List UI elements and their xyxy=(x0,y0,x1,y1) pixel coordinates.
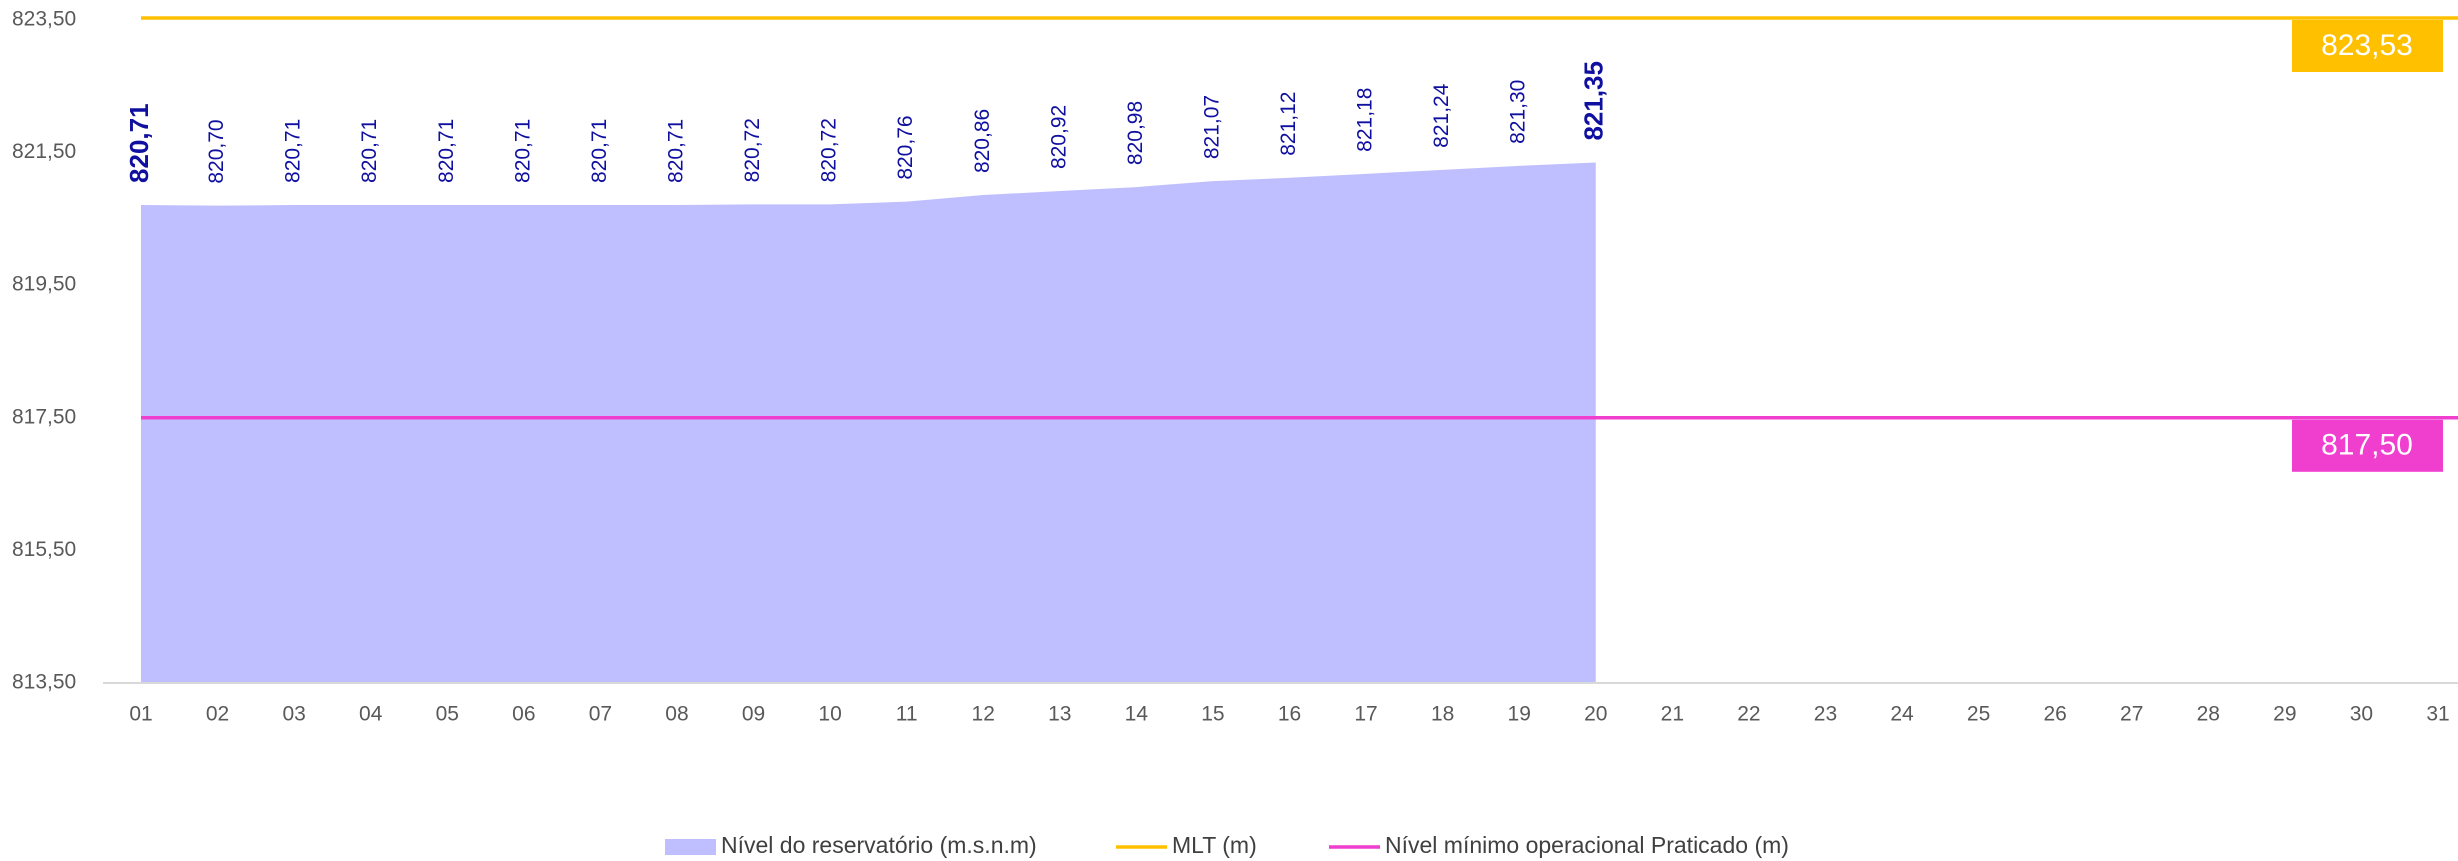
x-tick-label: 04 xyxy=(359,703,383,726)
area xyxy=(141,162,1596,684)
x-tick-label: 12 xyxy=(972,703,995,726)
x-tick-label: 30 xyxy=(2350,703,2373,726)
x-tick-label: 07 xyxy=(589,703,612,726)
x-tick-label: 21 xyxy=(1661,703,1684,726)
x-tick-label: 01 xyxy=(129,703,152,726)
y-tick-label: 815,50 xyxy=(12,538,76,561)
x-tick-label: 26 xyxy=(2043,703,2066,726)
y-tick-label: 821,50 xyxy=(12,140,76,163)
y-tick-label: 813,50 xyxy=(12,671,76,694)
value-label: 821,30 xyxy=(1507,80,1530,144)
value-label: 820,72 xyxy=(741,118,764,182)
value-label: 821,07 xyxy=(1200,95,1223,159)
x-tick-label: 29 xyxy=(2273,703,2296,726)
end-label-box xyxy=(2292,419,2443,472)
end-label: 823,53 xyxy=(2321,29,2413,62)
x-tick-label: 05 xyxy=(436,703,459,726)
x-tick-label: 13 xyxy=(1048,703,1071,726)
y-tick-label: 817,50 xyxy=(12,405,76,428)
x-tick-label: 02 xyxy=(206,703,229,726)
value-label: 820,86 xyxy=(971,109,994,173)
end-label-box xyxy=(2292,20,2443,73)
value-label: 820,71 xyxy=(435,119,458,183)
x-tick-label: 09 xyxy=(742,703,765,726)
x-tick-label: 28 xyxy=(2197,703,2220,726)
value-label: 820,71 xyxy=(665,119,688,183)
value-label: 820,71 xyxy=(358,119,381,183)
x-tick-label: 03 xyxy=(282,703,305,726)
value-label: 821,18 xyxy=(1354,88,1377,152)
x-tick-label: 17 xyxy=(1354,703,1377,726)
legend-label: Nível do reservatório (m.s.n.m) xyxy=(721,832,1037,858)
value-label: 820,92 xyxy=(1047,105,1070,169)
value-label: 820,98 xyxy=(1124,101,1147,165)
x-tick-label: 31 xyxy=(2426,703,2449,726)
legend-label: Nível mínimo operacional Praticado (m) xyxy=(1385,832,1789,858)
x-tick-label: 15 xyxy=(1201,703,1224,726)
x-tick-label: 08 xyxy=(665,703,688,726)
x-tick-label: 22 xyxy=(1737,703,1760,726)
x-tick-label: 19 xyxy=(1508,703,1531,726)
value-label: 820,76 xyxy=(894,115,917,179)
value-label: 820,72 xyxy=(818,118,841,182)
x-tick-label: 24 xyxy=(1890,703,1914,726)
x-tick-label: 25 xyxy=(1967,703,1990,726)
y-tick-label: 819,50 xyxy=(12,273,76,296)
value-label: 820,71 xyxy=(511,119,534,183)
x-tick-label: 10 xyxy=(818,703,841,726)
x-tick-label: 06 xyxy=(512,703,535,726)
value-label: 821,12 xyxy=(1277,92,1300,156)
value-label: 821,24 xyxy=(1430,83,1453,148)
x-tick-label: 23 xyxy=(1814,703,1837,726)
value-label: 820,71 xyxy=(588,119,611,183)
x-tick-label: 14 xyxy=(1125,703,1149,726)
value-label: 820,71 xyxy=(282,119,305,183)
legend-label: MLT (m) xyxy=(1172,832,1257,858)
value-label: 820,70 xyxy=(205,119,228,183)
y-tick-label: 823,50 xyxy=(12,8,76,31)
value-label: 820,71 xyxy=(124,103,154,183)
x-tick-label: 20 xyxy=(1584,703,1607,726)
legend-swatch xyxy=(665,839,716,855)
end-label: 817,50 xyxy=(2321,429,2413,462)
x-tick-label: 16 xyxy=(1278,703,1301,726)
x-tick-label: 27 xyxy=(2120,703,2143,726)
value-label: 821,35 xyxy=(1579,61,1609,141)
x-tick-label: 18 xyxy=(1431,703,1454,726)
x-tick-label: 11 xyxy=(896,703,918,726)
